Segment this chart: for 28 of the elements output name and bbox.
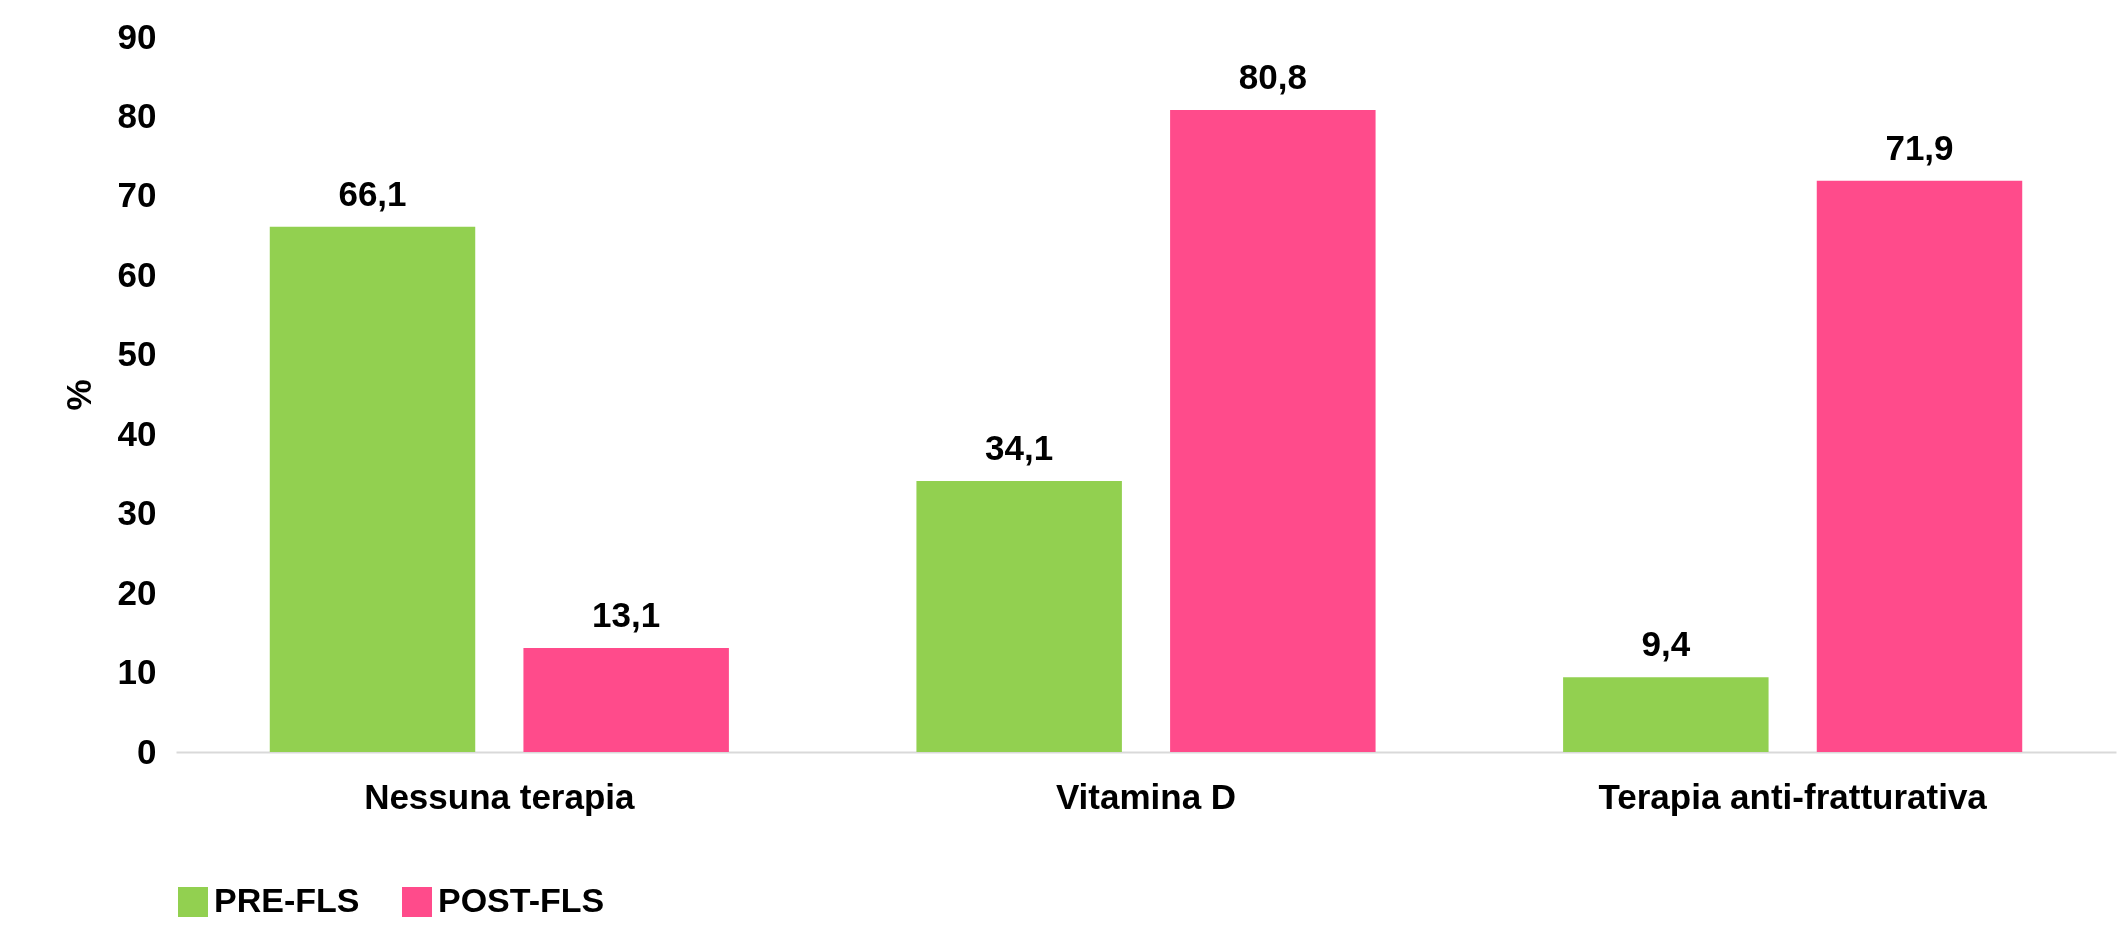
legend-label: PRE-FLS xyxy=(214,881,360,919)
x-tick-label: Terapia anti-fratturativa xyxy=(1598,776,1988,816)
y-tick-label: 30 xyxy=(117,493,157,533)
x-tick-label: Nessuna terapia xyxy=(364,776,636,816)
data-label: 71,9 xyxy=(1885,127,1954,167)
bar xyxy=(1563,677,1769,752)
y-axis-title: % xyxy=(58,379,98,411)
y-tick-label: 40 xyxy=(117,413,157,453)
y-tick-label: 0 xyxy=(137,731,157,771)
bar xyxy=(1170,110,1376,752)
bar xyxy=(523,647,729,752)
y-tick-label: 60 xyxy=(117,254,157,294)
data-label: 34,1 xyxy=(985,428,1054,468)
bar xyxy=(1816,180,2023,752)
bar xyxy=(269,226,476,752)
data-label: 80,8 xyxy=(1238,57,1307,97)
legend-label: POST-FLS xyxy=(438,881,605,919)
y-tick-label: 10 xyxy=(117,652,157,692)
y-tick-label: 70 xyxy=(117,175,157,215)
y-tick-label: 80 xyxy=(117,95,157,135)
x-tick-label: Vitamina D xyxy=(1055,776,1237,816)
data-label: 9,4 xyxy=(1641,624,1691,664)
data-label: 66,1 xyxy=(338,173,407,213)
y-tick-label: 50 xyxy=(117,334,157,374)
y-tick-label: 20 xyxy=(117,572,157,612)
y-tick-label: 90 xyxy=(117,16,157,56)
bar xyxy=(916,481,1122,752)
data-label: 13,1 xyxy=(592,594,661,634)
